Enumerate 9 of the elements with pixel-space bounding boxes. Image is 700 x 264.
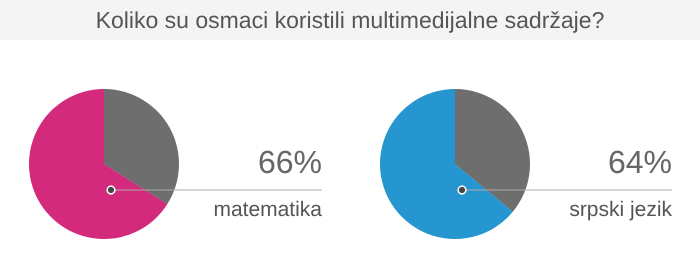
pie-slice — [380, 89, 513, 239]
pie-slice — [455, 89, 530, 212]
data-label: 66% — [258, 144, 322, 180]
text: matematika — [213, 198, 322, 221]
data-label: 64% — [608, 144, 672, 180]
text: Koliko su osmaci koristili multimedijalne sadržaje? — [0, 0, 700, 40]
pie-slice — [29, 89, 168, 239]
pie-slice — [104, 89, 179, 204]
text: srpski jezik — [569, 198, 672, 221]
